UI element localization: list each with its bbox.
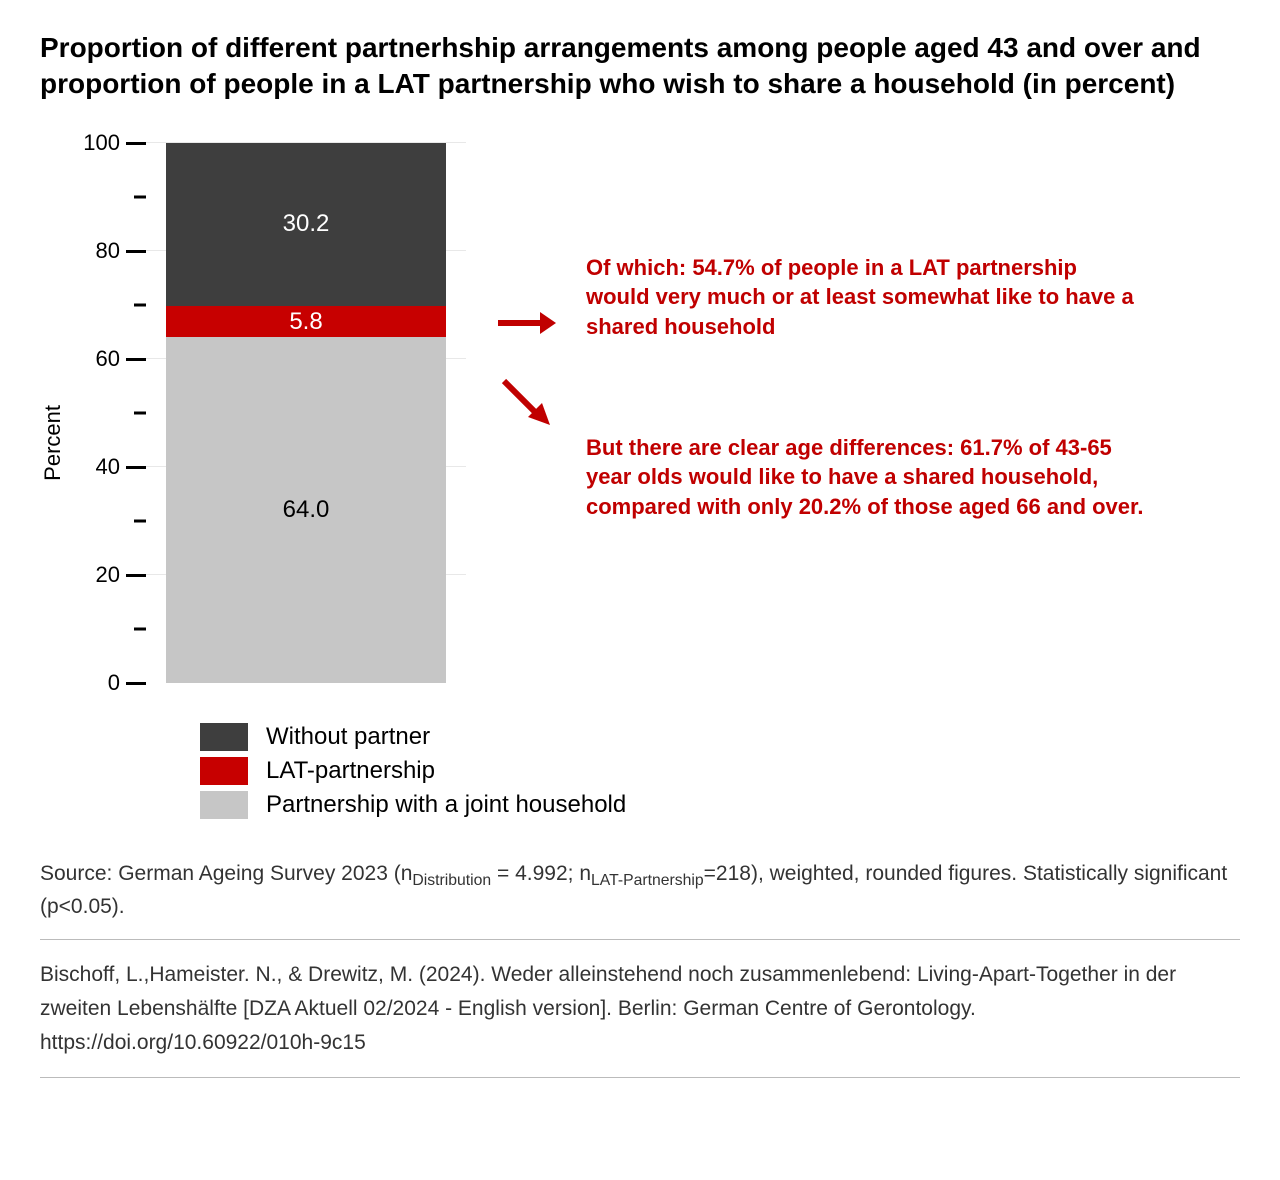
- source-note: Source: German Ageing Survey 2023 (nDist…: [40, 859, 1240, 922]
- y-minor-tick: [134, 303, 146, 306]
- legend-swatch: [200, 757, 248, 785]
- chart-wrap: Percent 020406080100 64.05.830.2 Of whic…: [40, 143, 1240, 683]
- y-minor-tick: [134, 411, 146, 414]
- arrow-right-icon: [496, 293, 556, 353]
- y-tick-label: 0: [108, 670, 146, 696]
- plot-area: 64.05.830.2: [146, 143, 466, 683]
- divider: [40, 1077, 1240, 1078]
- y-axis-label: Percent: [40, 345, 66, 481]
- legend-item: Without partner: [200, 723, 1240, 751]
- bar-segment: 64.0: [166, 337, 446, 683]
- bar-segment: 5.8: [166, 306, 446, 337]
- y-tick-label: 60: [96, 346, 146, 372]
- y-minor-tick: [134, 627, 146, 630]
- y-tick-label: 100: [83, 130, 146, 156]
- legend-swatch: [200, 791, 248, 819]
- legend-item: LAT-partnership: [200, 757, 1240, 785]
- legend-label: LAT-partnership: [266, 757, 435, 785]
- citation: Bischoff, L.,Hameister. N., & Drewitz, M…: [40, 958, 1240, 1059]
- legend-swatch: [200, 723, 248, 751]
- stacked-bar: 64.05.830.2: [166, 143, 446, 683]
- bar-segment: 30.2: [166, 143, 446, 306]
- annotation-1: Of which: 54.7% of people in a LAT partn…: [586, 253, 1146, 342]
- legend-label: Partnership with a joint household: [266, 791, 626, 819]
- divider: [40, 939, 1240, 940]
- y-tick-label: 20: [96, 562, 146, 588]
- legend: Without partner LAT-partnership Partnershi…: [200, 723, 1240, 819]
- legend-label: Without partner: [266, 723, 430, 751]
- annotation-2: But there are clear age differences: 61.…: [586, 433, 1146, 522]
- y-axis: 020406080100: [86, 143, 146, 683]
- chart-title: Proportion of different partnerhship arr…: [40, 30, 1240, 103]
- y-minor-tick: [134, 519, 146, 522]
- arrow-diag-icon: [496, 373, 556, 433]
- y-tick-label: 80: [96, 238, 146, 264]
- y-minor-tick: [134, 195, 146, 198]
- y-tick-label: 40: [96, 454, 146, 480]
- legend-item: Partnership with a joint household: [200, 791, 1240, 819]
- annotations: Of which: 54.7% of people in a LAT partn…: [586, 143, 1146, 683]
